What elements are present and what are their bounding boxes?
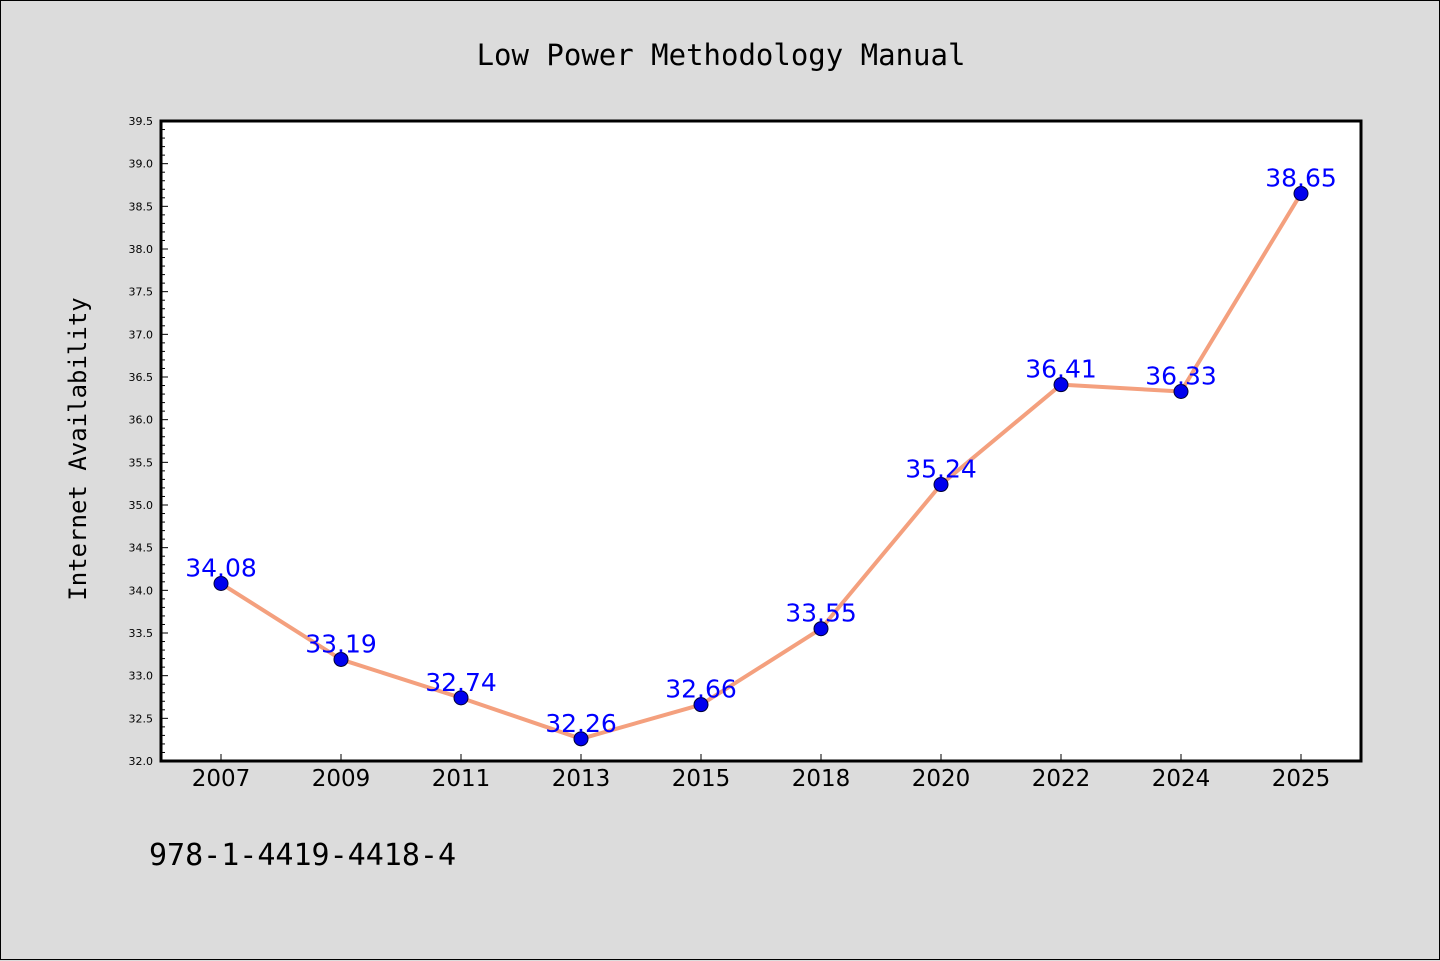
x-tick-label: 2020 <box>912 766 971 792</box>
y-tick-label: 34.0 <box>129 584 154 597</box>
x-tick-label: 2025 <box>1272 766 1331 792</box>
x-tick-label: 2022 <box>1032 766 1091 792</box>
data-label: 34.08 <box>185 554 257 583</box>
y-tick-label: 35.5 <box>129 456 154 469</box>
x-tick-label: 2013 <box>552 766 611 792</box>
y-tick-label: 35.0 <box>129 499 154 512</box>
data-point <box>453 690 469 706</box>
data-point <box>933 477 949 493</box>
y-axis-label: Internet Availability <box>64 297 92 600</box>
x-axis: 2007 2009 2011 2013 2015 2018 2020 2022 2024 2025 <box>192 754 1331 792</box>
y-tick-label: 32.5 <box>129 712 154 725</box>
chart-title: Low Power Methodology Manual <box>477 38 966 72</box>
data-point <box>693 697 709 713</box>
y-tick-label: 38.0 <box>129 243 154 256</box>
data-label: 35.24 <box>905 455 977 484</box>
y-tick-label: 33.5 <box>129 627 154 640</box>
data-label: 36.33 <box>1145 362 1217 391</box>
x-tick-label: 2024 <box>1152 766 1211 792</box>
y-tick-label: 36.5 <box>129 371 154 384</box>
data-point <box>813 621 829 637</box>
data-point <box>1173 384 1189 400</box>
data-point <box>1293 186 1309 202</box>
y-tick-label: 34.5 <box>129 542 154 555</box>
data-label: 32.66 <box>665 675 737 704</box>
y-tick-label: 39.0 <box>129 158 154 171</box>
isbn-label: 978-1-4419-4418-4 <box>149 838 456 873</box>
data-label: 33.19 <box>305 629 377 658</box>
data-point <box>213 576 229 592</box>
y-tick-label: 39.5 <box>129 115 154 128</box>
y-tick-label: 32.0 <box>129 755 154 768</box>
y-tick-label: 38.5 <box>129 200 154 213</box>
data-label: 32.74 <box>425 668 497 697</box>
data-point <box>333 651 349 667</box>
data-series: 34.08 33.19 32.74 32.26 32.66 33.55 35.24 36.41… <box>185 164 1337 747</box>
x-tick-label: 2015 <box>672 766 731 792</box>
data-label: 33.55 <box>785 599 857 628</box>
y-tick-label: 37.0 <box>129 328 154 341</box>
plot-area <box>159 119 1363 763</box>
y-axis: 32.0 32.5 33.0 33.5 34.0 34.5 35.0 35.5 36.0 36.5… <box>129 115 168 768</box>
y-tick-label: 36.0 <box>129 414 154 427</box>
x-tick-label: 2011 <box>432 766 491 792</box>
series-line <box>219 192 1303 741</box>
x-tick-label: 2018 <box>792 766 851 792</box>
y-tick-label: 33.0 <box>129 670 154 683</box>
data-label: 32.26 <box>545 709 617 738</box>
data-label: 36.41 <box>1025 355 1097 384</box>
x-tick-label: 2009 <box>312 766 371 792</box>
data-point <box>573 731 589 747</box>
x-tick-label: 2007 <box>192 766 251 792</box>
data-point <box>1053 377 1069 393</box>
data-label: 38.65 <box>1265 164 1337 193</box>
y-tick-label: 37.5 <box>129 286 154 299</box>
